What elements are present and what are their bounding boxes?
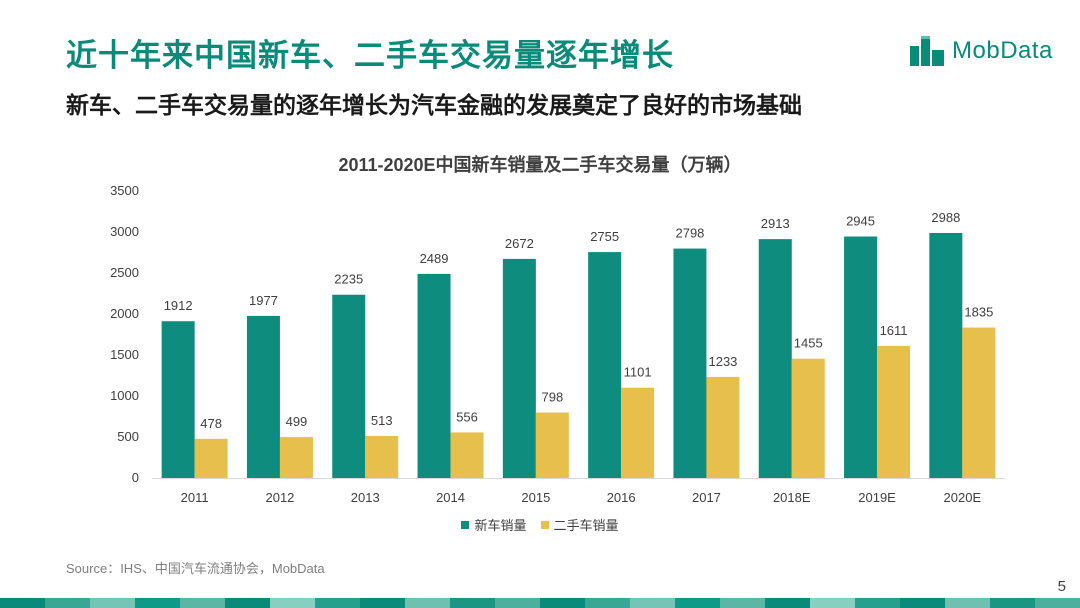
footer-decoration-bar — [0, 598, 1080, 608]
x-tick-label: 2011 — [181, 490, 209, 505]
bar-used-car — [194, 438, 228, 478]
footer-stripe — [495, 598, 540, 608]
footer-stripe — [45, 598, 90, 608]
footer-stripe — [855, 598, 900, 608]
data-label-new-car: 2945 — [846, 214, 875, 229]
y-tick-label: 0 — [132, 470, 139, 485]
data-label-used-car: 478 — [200, 416, 222, 431]
bar-used-car — [450, 432, 484, 478]
chart-legend: 新车销量 二手车销量 — [0, 515, 1080, 534]
x-tick-label: 2013 — [351, 490, 380, 505]
page-title: 近十年来中国新车、二手车交易量逐年增长 — [66, 38, 674, 73]
bar-new-car — [417, 273, 451, 478]
data-label-used-car: 1233 — [708, 354, 737, 369]
bar-new-car — [332, 294, 366, 478]
chart-title: 2011-2020E中国新车销量及二手车交易量（万辆） — [338, 155, 742, 175]
y-tick-label: 500 — [117, 429, 139, 444]
x-tick-label: 2019E — [858, 490, 896, 505]
footer-stripe — [990, 598, 1035, 608]
data-label-used-car: 1611 — [880, 323, 908, 338]
data-label-new-car: 1912 — [164, 298, 193, 313]
y-tick-label: 2500 — [110, 265, 139, 280]
data-label-new-car: 2913 — [761, 216, 790, 231]
data-label-used-car: 499 — [286, 414, 308, 429]
data-label-new-car: 2988 — [931, 210, 960, 225]
bar-used-car — [877, 345, 911, 478]
x-tick-label: 2017 — [692, 490, 721, 505]
logo-text: MobData — [952, 37, 1053, 64]
legend-item-used-car: 二手车销量 — [540, 515, 619, 534]
bar-used-car — [621, 387, 655, 478]
data-label-new-car: 2755 — [590, 229, 619, 244]
bar-used-car — [962, 327, 996, 478]
footer-stripe — [810, 598, 855, 608]
footer-stripe — [0, 598, 45, 608]
data-label-used-car: 798 — [541, 390, 563, 405]
page-subtitle: 新车、二手车交易量的逐年增长为汽车金融的发展奠定了良好的市场基础 — [66, 92, 802, 118]
bar-new-car — [844, 236, 878, 478]
data-label-used-car: 513 — [371, 413, 393, 428]
x-tick-label: 2012 — [265, 490, 294, 505]
x-tick-label: 2018E — [773, 490, 811, 505]
footer-stripe — [225, 598, 270, 608]
y-tick-label: 2000 — [110, 306, 139, 321]
y-tick-label: 1500 — [110, 347, 139, 362]
footer-stripe — [945, 598, 990, 608]
page-number: 5 — [1057, 578, 1066, 595]
y-tick-label: 1000 — [110, 388, 139, 403]
bar-used-car — [279, 437, 313, 478]
bar-new-car — [502, 258, 536, 478]
data-label-used-car: 1455 — [794, 336, 823, 351]
legend-swatch-used-car — [540, 520, 549, 529]
data-label-new-car: 1977 — [249, 293, 278, 308]
data-label-used-car: 1835 — [964, 305, 993, 320]
x-tick-label: 2016 — [607, 490, 636, 505]
footer-stripe — [315, 598, 360, 608]
bar-used-car — [365, 435, 399, 478]
footer-stripe — [360, 598, 405, 608]
x-tick-label: 2014 — [436, 490, 465, 505]
bar-new-car — [588, 252, 622, 478]
bar-used-car — [535, 412, 569, 478]
bar-new-car — [929, 232, 963, 478]
data-label-used-car: 1101 — [624, 365, 652, 380]
y-tick-label: 3000 — [110, 224, 139, 239]
footer-stripe — [540, 598, 585, 608]
bar-new-car — [673, 248, 707, 478]
bar-used-car — [706, 376, 740, 478]
bar-new-car — [246, 315, 280, 478]
footer-stripe — [1035, 598, 1080, 608]
legend-item-new-car: 新车销量 — [461, 515, 527, 534]
footer-stripe — [630, 598, 675, 608]
bar-new-car — [758, 239, 792, 478]
footer-stripe — [405, 598, 450, 608]
footer-stripe — [180, 598, 225, 608]
footer-stripe — [765, 598, 810, 608]
footer-stripe — [900, 598, 945, 608]
source-note: Source：IHS、中国汽车流通协会，MobData — [66, 561, 325, 576]
x-tick-label: 2020E — [944, 490, 982, 505]
footer-stripe — [90, 598, 135, 608]
footer-stripe — [585, 598, 630, 608]
data-label-used-car: 556 — [456, 409, 478, 424]
y-tick-label: 3500 — [110, 183, 139, 198]
legend-label-used-car: 二手车销量 — [553, 518, 619, 533]
footer-stripe — [675, 598, 720, 608]
data-label-new-car: 2798 — [675, 226, 704, 241]
footer-stripe — [450, 598, 495, 608]
bar-new-car — [161, 321, 195, 478]
footer-stripe — [270, 598, 315, 608]
legend-label-new-car: 新车销量 — [474, 518, 527, 533]
data-label-new-car: 2489 — [420, 251, 449, 266]
footer-stripe — [135, 598, 180, 608]
mobdata-logo-icon — [910, 36, 944, 66]
footer-stripe — [720, 598, 765, 608]
bar-used-car — [791, 358, 825, 478]
legend-swatch-new-car — [461, 520, 470, 529]
mobdata-logo: MobData — [910, 34, 1053, 68]
data-label-new-car: 2235 — [334, 272, 363, 287]
x-tick-label: 2015 — [521, 490, 550, 505]
data-label-new-car: 2672 — [505, 236, 534, 251]
